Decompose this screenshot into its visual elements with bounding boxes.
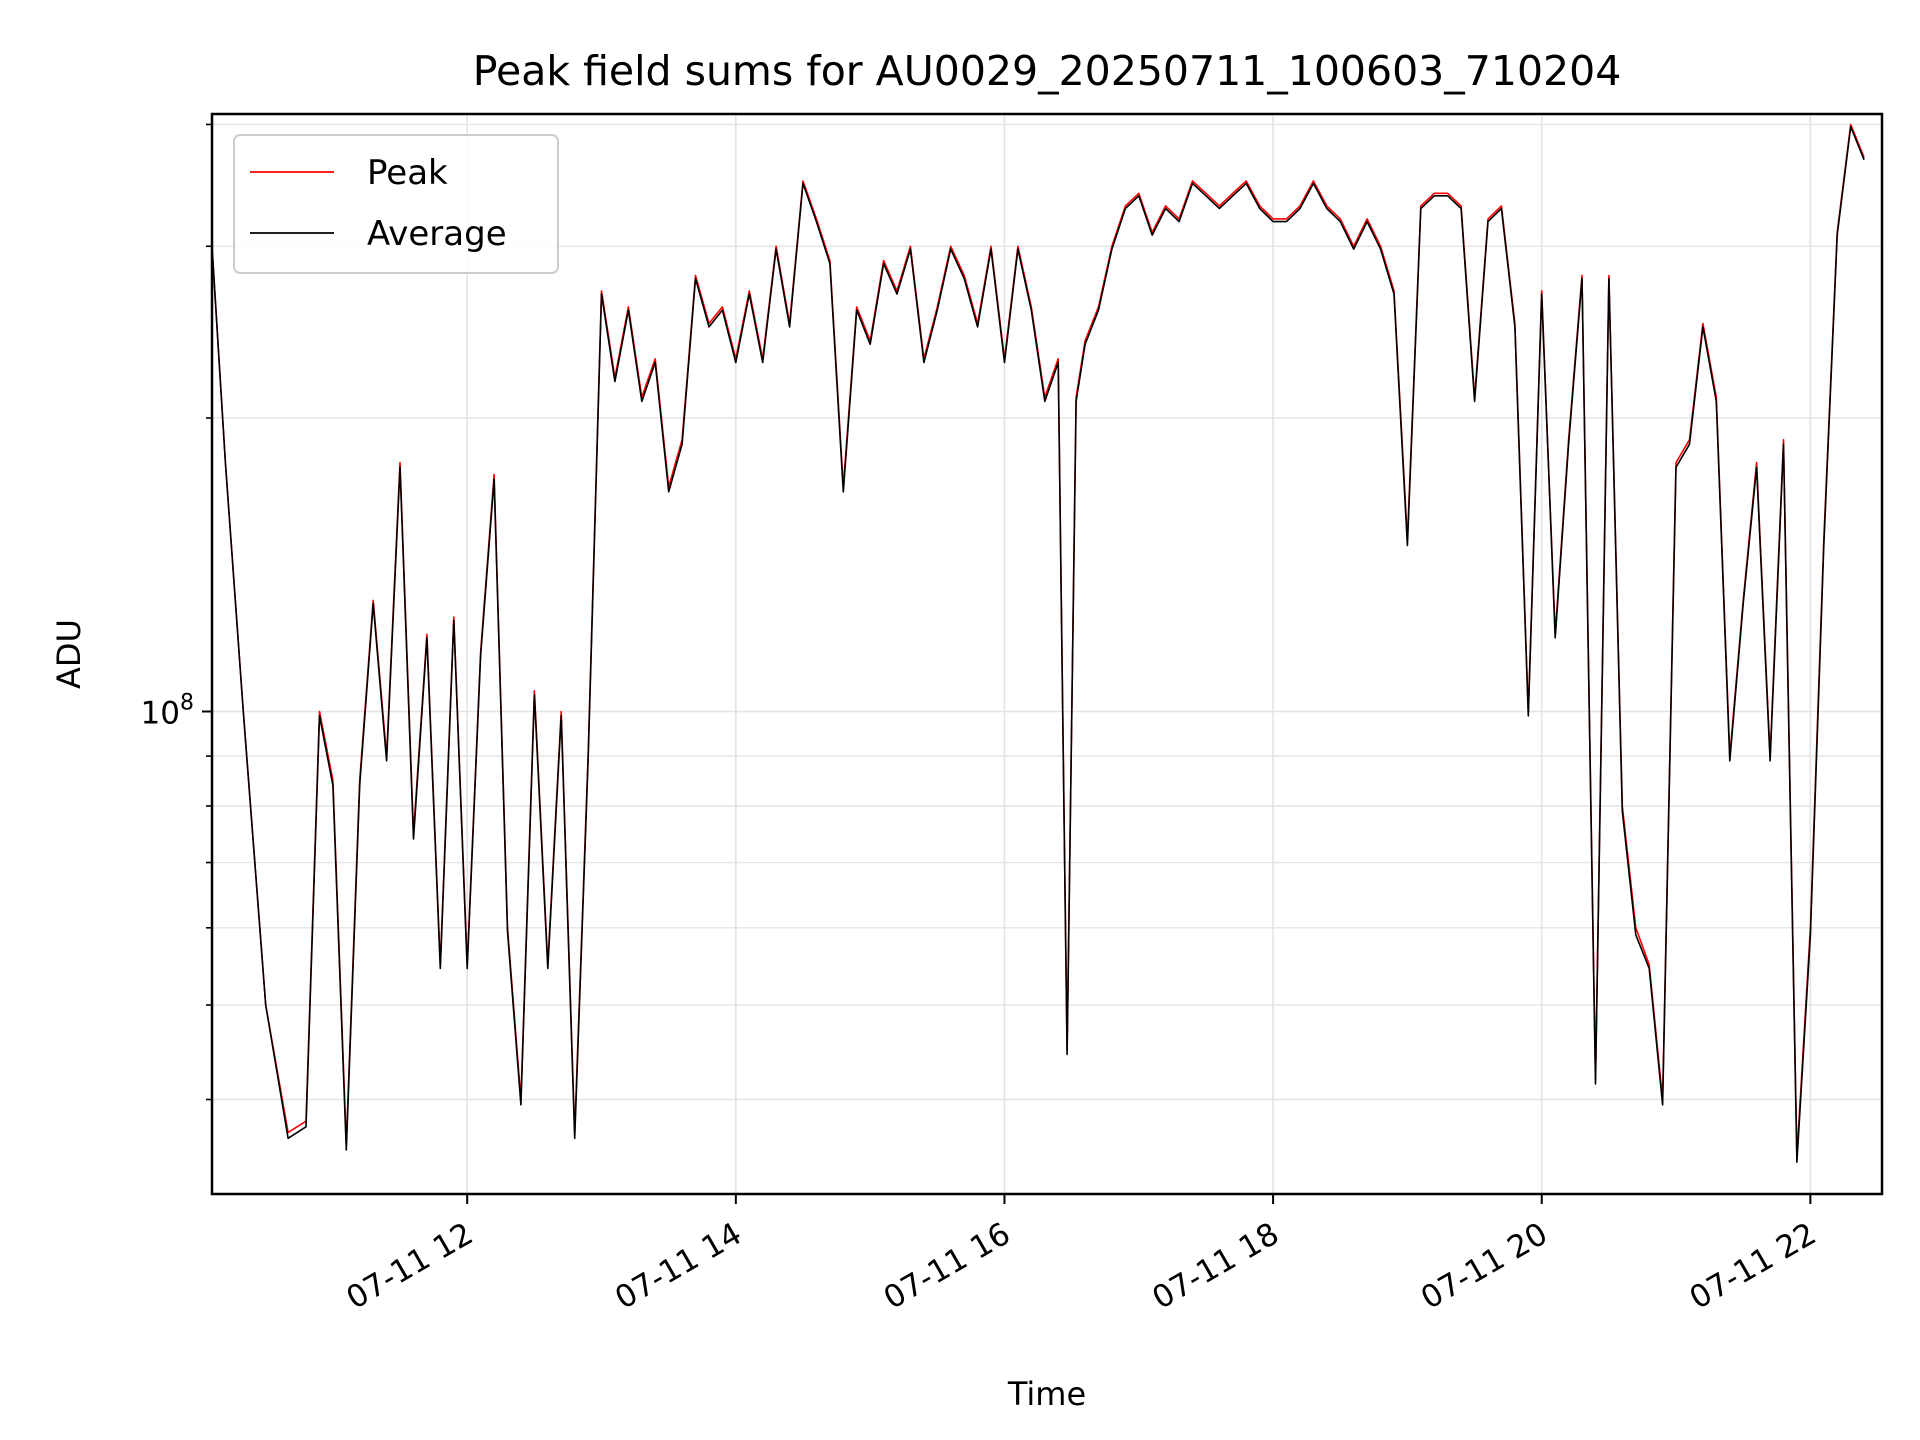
series-line-average <box>211 125 1865 1163</box>
y-tick-label-exponent: 8 <box>180 690 194 715</box>
y-tick-label: 108 <box>141 690 194 731</box>
plot-frame <box>210 112 1884 1196</box>
y-axis-title: ADU <box>50 619 88 689</box>
chart-title: Peak field sums for AU0029_20250711_1006… <box>473 47 1622 95</box>
legend-box <box>233 134 559 274</box>
x-axis-title: Time <box>1007 1375 1086 1413</box>
y-tick-label-base: 10 <box>141 695 180 731</box>
legend-label-peak: Peak <box>367 153 448 193</box>
legend-label-average: Average <box>367 214 507 254</box>
series-lines <box>211 123 1865 1163</box>
legend: Peak Average <box>233 134 559 274</box>
